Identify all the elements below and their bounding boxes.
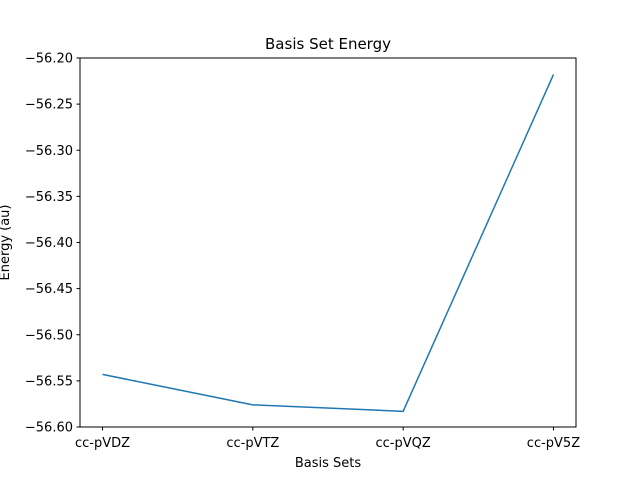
y-axis: −56.20 −56.25 −56.30 −56.35 −56.40 −56.45 −56.… — [25, 52, 80, 436]
plot-area — [79, 57, 577, 428]
y-axis-label: Energy (au) — [0, 205, 13, 281]
y-tick-label: −56.40 — [25, 236, 73, 251]
x-tick-label: cc-pVTZ — [226, 436, 279, 451]
chart-title: Basis Set Energy — [265, 35, 391, 53]
x-tick-label: cc-pVQZ — [376, 436, 431, 451]
y-tick-label: −56.25 — [25, 98, 73, 113]
y-tick-label: −56.20 — [25, 52, 73, 67]
y-tick-label: −56.60 — [25, 421, 73, 436]
y-tick-label: −56.50 — [25, 328, 73, 343]
x-axis-label: Basis Sets — [295, 456, 362, 471]
y-tick-label: −56.35 — [25, 190, 73, 205]
series-line — [102, 74, 555, 413]
y-tick-label: −56.30 — [25, 144, 73, 159]
x-tick-label: cc-pV5Z — [527, 436, 580, 451]
series-layer — [102, 74, 555, 413]
y-tick-label: −56.45 — [25, 282, 73, 297]
y-tick-label: −56.55 — [25, 374, 73, 389]
x-tick-label: cc-pVDZ — [75, 436, 130, 451]
x-axis: cc-pVDZ cc-pVTZ cc-pVQZ cc-pV5Z — [75, 427, 580, 451]
